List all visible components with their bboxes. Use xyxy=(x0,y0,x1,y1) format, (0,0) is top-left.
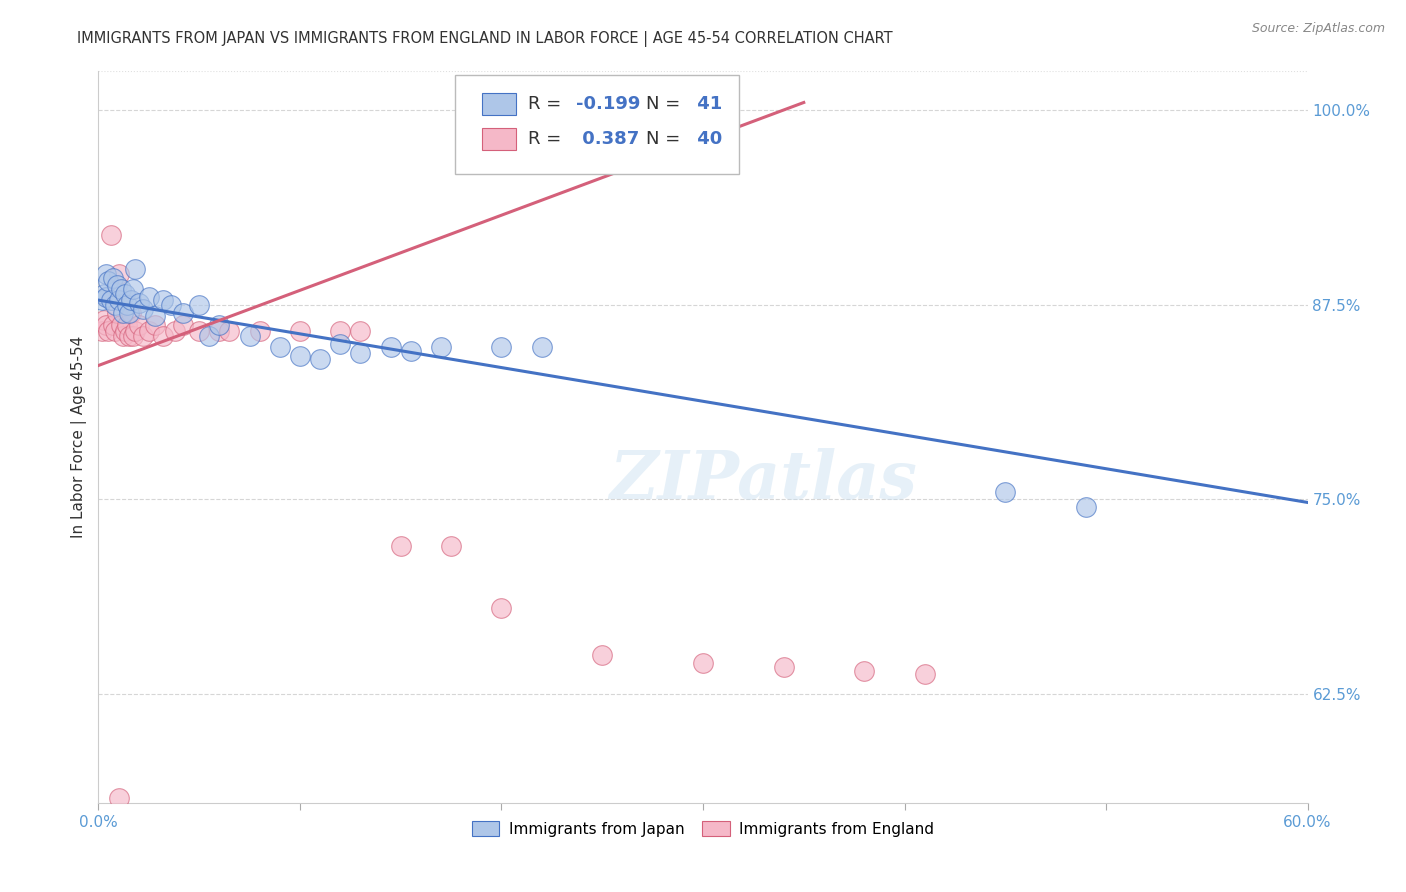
Point xyxy=(172,305,194,319)
Text: R =: R = xyxy=(527,130,567,148)
Point xyxy=(100,293,122,307)
Point xyxy=(96,290,118,304)
Point xyxy=(114,324,136,338)
Point xyxy=(107,267,129,281)
FancyBboxPatch shape xyxy=(482,94,516,115)
Point xyxy=(110,318,132,332)
Point xyxy=(208,324,231,338)
Point xyxy=(152,293,174,307)
Point xyxy=(120,305,142,319)
Point xyxy=(239,329,262,343)
Text: -0.199: -0.199 xyxy=(576,95,640,113)
Point xyxy=(118,305,141,319)
Point xyxy=(380,340,402,354)
Point xyxy=(96,318,118,332)
Point xyxy=(93,313,115,327)
Point xyxy=(138,324,160,338)
Point xyxy=(329,336,352,351)
Point xyxy=(103,324,125,338)
Point xyxy=(208,318,231,332)
Point xyxy=(115,318,138,332)
Point xyxy=(853,664,876,678)
Point xyxy=(105,277,128,292)
Point xyxy=(111,329,134,343)
Point xyxy=(491,601,513,615)
Point xyxy=(143,309,166,323)
Point xyxy=(91,293,114,307)
Point xyxy=(143,318,166,332)
Point xyxy=(128,318,150,332)
Point xyxy=(107,791,129,805)
Text: R =: R = xyxy=(527,95,567,113)
Point xyxy=(349,324,371,338)
Point xyxy=(105,305,128,319)
Point xyxy=(399,344,422,359)
Point xyxy=(288,324,311,338)
Point xyxy=(128,296,150,310)
Point xyxy=(163,324,186,338)
Point xyxy=(188,324,211,338)
Point xyxy=(160,298,183,312)
Point xyxy=(269,340,291,354)
Point xyxy=(188,298,211,312)
Point xyxy=(329,324,352,338)
Point xyxy=(591,648,613,662)
FancyBboxPatch shape xyxy=(482,128,516,151)
Point xyxy=(772,660,794,674)
Point xyxy=(172,318,194,332)
Point xyxy=(97,275,120,289)
Legend: Immigrants from Japan, Immigrants from England: Immigrants from Japan, Immigrants from E… xyxy=(465,814,941,843)
Point xyxy=(91,324,114,338)
Point xyxy=(114,286,136,301)
Text: N =: N = xyxy=(647,130,686,148)
Point xyxy=(309,352,332,367)
Point xyxy=(1074,500,1097,515)
Y-axis label: In Labor Force | Age 45-54: In Labor Force | Age 45-54 xyxy=(72,336,87,538)
Point xyxy=(124,262,146,277)
Point xyxy=(96,267,118,281)
Point xyxy=(121,282,143,296)
Point xyxy=(218,324,240,338)
Point xyxy=(138,290,160,304)
Point xyxy=(389,539,412,553)
Point xyxy=(101,318,124,332)
Point xyxy=(118,329,141,343)
Point xyxy=(249,324,271,338)
Point xyxy=(491,340,513,354)
Text: N =: N = xyxy=(647,95,686,113)
Point xyxy=(132,302,155,317)
Point xyxy=(121,329,143,343)
Point xyxy=(288,349,311,363)
Point xyxy=(132,329,155,343)
Point xyxy=(110,282,132,296)
Point xyxy=(107,293,129,307)
Point xyxy=(93,286,115,301)
Point xyxy=(120,293,142,307)
Point xyxy=(101,271,124,285)
Point xyxy=(100,227,122,242)
Point xyxy=(103,298,125,312)
Point xyxy=(97,324,120,338)
Point xyxy=(115,298,138,312)
Point xyxy=(152,329,174,343)
Point xyxy=(430,340,453,354)
Point xyxy=(530,340,553,354)
Point xyxy=(349,346,371,360)
Text: 40: 40 xyxy=(690,130,723,148)
Point xyxy=(440,539,463,553)
Point xyxy=(198,329,221,343)
FancyBboxPatch shape xyxy=(456,75,740,174)
Text: 0.387: 0.387 xyxy=(576,130,640,148)
Point xyxy=(994,484,1017,499)
Text: IMMIGRANTS FROM JAPAN VS IMMIGRANTS FROM ENGLAND IN LABOR FORCE | AGE 45-54 CORR: IMMIGRANTS FROM JAPAN VS IMMIGRANTS FROM… xyxy=(77,31,893,47)
Text: Source: ZipAtlas.com: Source: ZipAtlas.com xyxy=(1251,22,1385,36)
Point xyxy=(692,656,714,670)
Point xyxy=(124,324,146,338)
Point xyxy=(914,666,936,681)
Point xyxy=(111,305,134,319)
Text: ZIPatlas: ZIPatlas xyxy=(610,449,917,514)
Text: 41: 41 xyxy=(690,95,723,113)
